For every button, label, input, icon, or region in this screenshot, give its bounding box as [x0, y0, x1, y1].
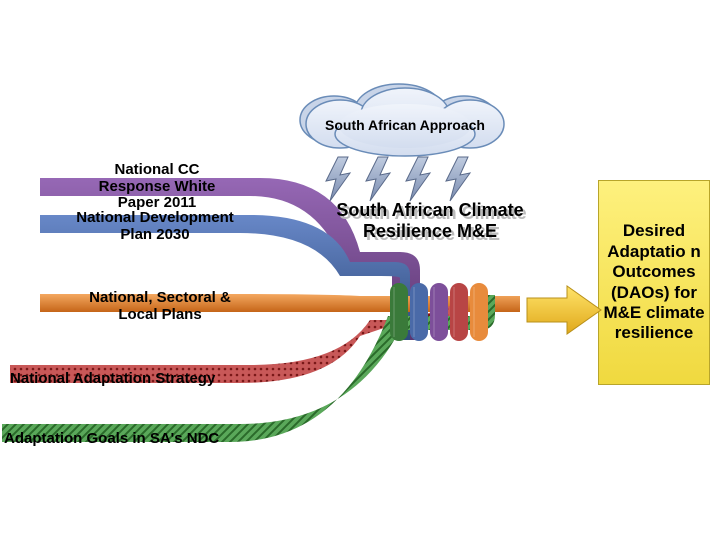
- result-arrow: [525, 280, 605, 340]
- cloud-label: South African Approach: [300, 95, 510, 155]
- source-label-3: National Adaptation Strategy: [10, 370, 310, 387]
- lightning-bolts: [320, 155, 500, 205]
- source-label-0: National CCResponse WhitePaper 2011: [72, 162, 242, 212]
- source-label-1: National DevelopmentPlan 2030: [55, 210, 255, 243]
- source-label-4: Adaptation Goals in SA's NDC: [4, 430, 294, 447]
- source-label-2: National, Sectoral &Local Plans: [65, 290, 255, 323]
- center-heading: South African Climate Resilience M&E: [330, 200, 530, 242]
- result-box: Desired Adaptatio n Outcomes (DAOs) for …: [598, 180, 710, 385]
- merge-stripes: [390, 283, 520, 343]
- result-box-text: Desired Adaptatio n Outcomes (DAOs) for …: [603, 221, 705, 343]
